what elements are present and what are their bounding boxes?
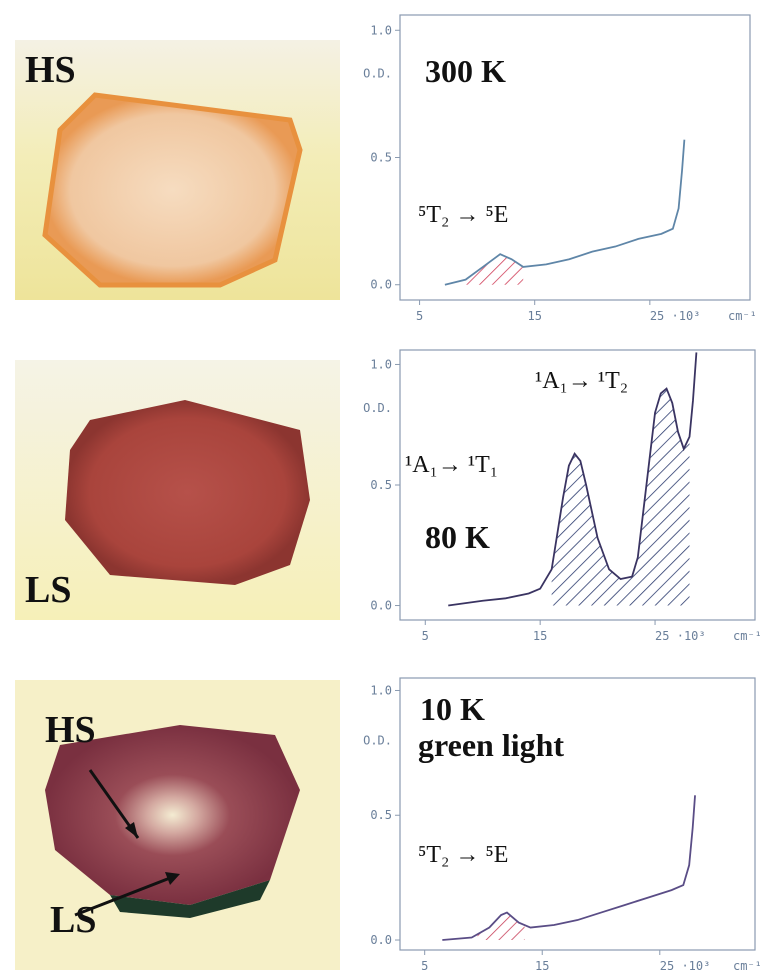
x-axis-label: cm⁻¹ xyxy=(733,959,762,973)
y-tick-label: 0.5 xyxy=(370,808,392,822)
x-tick-label: 15 xyxy=(527,309,541,323)
shaded-band xyxy=(551,388,690,606)
y-tick-label: 0.5 xyxy=(370,478,392,492)
x-axis-label: cm⁻¹ xyxy=(728,309,757,323)
photo-3 xyxy=(15,680,340,970)
x-tick-label: 5 xyxy=(416,309,423,323)
x-axis-label: cm⁻¹ xyxy=(733,629,762,643)
x-tick-label: 25 ·10³ xyxy=(650,309,701,323)
photo-2 xyxy=(15,360,340,620)
plot-frame xyxy=(399,677,756,951)
chart: 0.0 0.5 1.0 O.D. 5 15 25 ·10³ cm⁻¹ 80 K ¹A₁→ ¹T₁ ¹… xyxy=(363,349,762,643)
x-tick-label: 15 xyxy=(533,629,547,643)
annotation: ⁵T₂ → ⁵E xyxy=(418,842,508,868)
y-axis-label: O.D. xyxy=(363,401,392,415)
chart: 0.0 0.5 1.0 O.D. 5 15 25 ·10³ cm⁻¹ 300 K ⁵T₂ → ⁵E xyxy=(363,14,757,323)
y-tick-label: 0.0 xyxy=(370,278,392,292)
chart-subtitle: green light xyxy=(418,727,564,763)
annotation: ¹A₁→ ¹T₁ xyxy=(405,452,498,478)
x-tick-label: 5 xyxy=(421,959,428,973)
x-tick-label: 15 xyxy=(535,959,549,973)
y-axis-label: O.D. xyxy=(363,733,392,747)
spectrum-line xyxy=(442,795,696,941)
annotation: ⁵T₂ → ⁵E xyxy=(418,202,508,228)
y-tick-label: 1.0 xyxy=(370,683,392,697)
y-tick-label: 1.0 xyxy=(370,357,392,371)
chart-title: 10 K xyxy=(420,691,485,727)
y-axis-label: O.D. xyxy=(363,67,392,81)
annotation: ¹A₁→ ¹T₂ xyxy=(535,368,628,394)
x-tick-label: 25 ·10³ xyxy=(660,959,711,973)
spectrum-line xyxy=(448,352,698,607)
shaded-band xyxy=(465,254,524,285)
y-tick-label: 0.0 xyxy=(370,933,392,947)
photo-label: HS xyxy=(45,709,96,751)
x-tick-label: 25 ·10³ xyxy=(655,629,706,643)
y-tick-label: 1.0 xyxy=(370,23,392,37)
y-tick-label: 0.5 xyxy=(370,151,392,165)
chart-title: 80 K xyxy=(425,519,490,555)
photo-1 xyxy=(15,40,340,300)
chart-title: 300 K xyxy=(425,53,506,89)
spectrum-line xyxy=(444,139,686,286)
x-tick-label: 5 xyxy=(422,629,429,643)
shaded-band xyxy=(477,912,525,941)
photo-label: LS xyxy=(50,899,96,941)
photo-label: LS xyxy=(25,569,71,611)
y-tick-label: 0.0 xyxy=(370,599,392,613)
photo-label: HS xyxy=(25,49,76,91)
